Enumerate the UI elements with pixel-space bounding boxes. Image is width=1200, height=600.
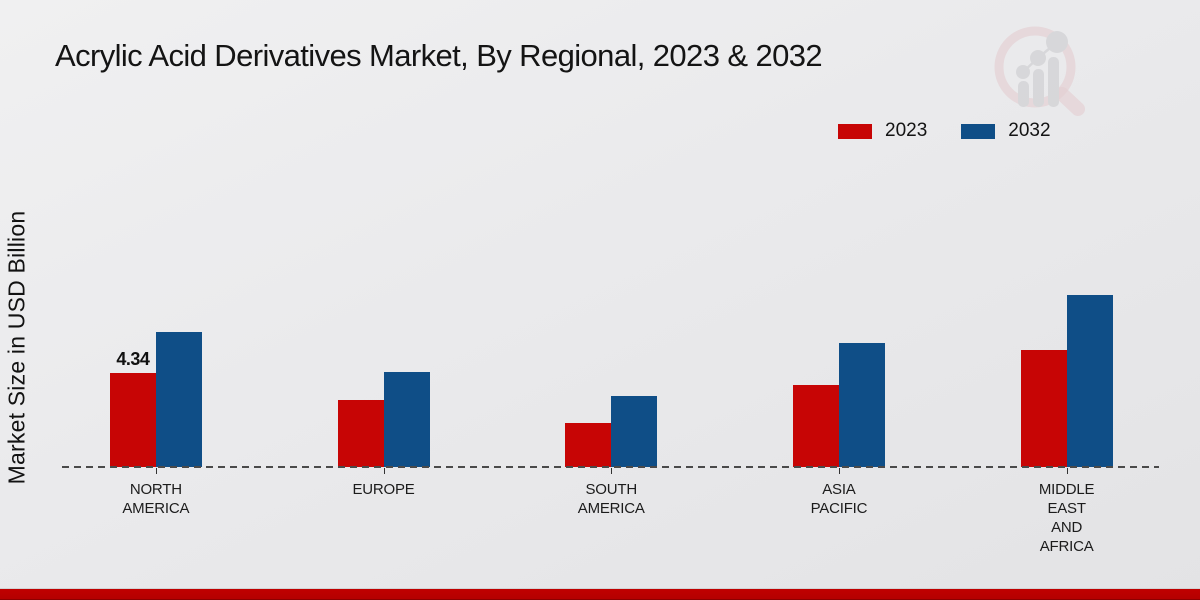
x-axis-tick (383, 468, 385, 474)
bar-2023-asia-pacific (792, 385, 839, 467)
legend-label-2023: 2023 (885, 120, 928, 141)
legend-item-2023: 2023 (838, 120, 927, 142)
bottom-red-strip (0, 588, 1200, 600)
category-label-south-america: SOUTH AMERICA (577, 481, 645, 517)
bar-2032-asia-pacific (838, 342, 885, 467)
bar-2023-europe (337, 400, 384, 467)
legend-swatch-2032 (961, 123, 996, 139)
x-axis-tick (611, 468, 613, 474)
chart-title: Acrylic Acid Derivatives Market, By Regi… (55, 38, 823, 73)
legend: 2023 2032 (838, 120, 1051, 142)
x-axis-tick (838, 468, 840, 474)
x-axis-tick (155, 468, 157, 474)
x-axis-dashed-baseline (62, 466, 1159, 468)
bar-2032-middle-east-and-africa (1066, 295, 1113, 467)
bar-2023-middle-east-and-africa (1020, 349, 1067, 467)
x-axis-tick (1066, 468, 1068, 474)
category-label-europe: EUROPE (352, 481, 415, 498)
legend-swatch-2023 (838, 123, 872, 139)
legend-item-2032: 2032 (961, 120, 1051, 142)
category-label-north-america: NORTH AMERICA (122, 481, 190, 517)
bar-2032-north-america (155, 332, 202, 467)
category-label-middle-east-and-africa: MIDDLE EAST AND AFRICA (1038, 481, 1095, 555)
magnifier-bar-chart-watermark-icon (985, 20, 1095, 120)
category-label-asia-pacific: ASIA PACIFIC (810, 481, 868, 517)
bar-2032-south-america (611, 396, 658, 467)
legend-label-2032: 2032 (1008, 120, 1051, 141)
bar-value-label: 4.34 (116, 348, 150, 369)
bar-2023-south-america (565, 422, 612, 467)
bar-2032-europe (383, 371, 430, 467)
bar-2023-north-america (109, 372, 156, 467)
